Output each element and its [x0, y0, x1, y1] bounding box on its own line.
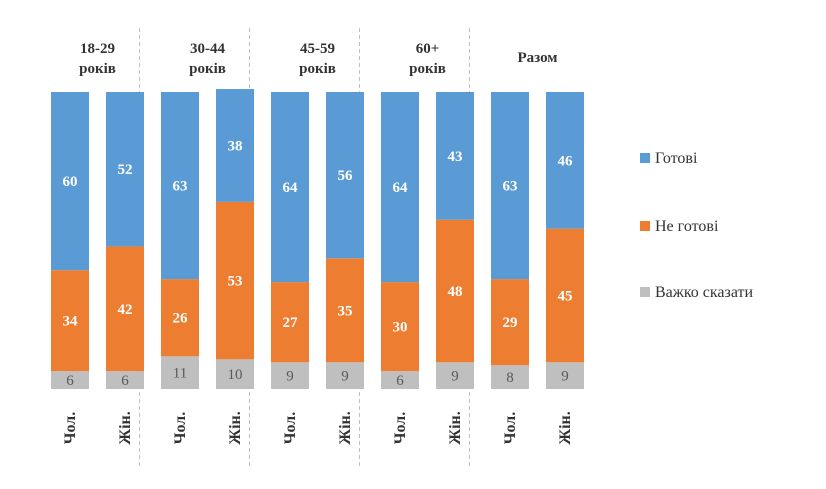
bar-segment: [436, 92, 474, 220]
data-label: 11: [173, 366, 187, 382]
bar-segment: [381, 371, 419, 389]
data-label: 42: [118, 302, 133, 318]
data-label: 38: [228, 138, 243, 154]
bar-segment: [216, 201, 254, 360]
data-label: 9: [451, 369, 459, 385]
group-title: років: [189, 61, 226, 77]
data-label: 63: [503, 179, 518, 195]
data-label: 53: [228, 274, 243, 290]
data-label: 6: [121, 373, 129, 389]
bar-segment: [546, 92, 584, 229]
bar-segment: [271, 282, 309, 363]
data-label: 48: [448, 284, 463, 300]
bar-segment: [161, 92, 199, 280]
group-title: 30-44: [190, 41, 225, 57]
legend-label: Не готові: [655, 218, 719, 235]
legend-label: Важко сказати: [655, 284, 754, 301]
data-label: 29: [503, 315, 518, 331]
data-label: 34: [63, 314, 79, 330]
data-label: 60: [63, 174, 78, 190]
bar-segment: [326, 362, 364, 389]
data-label: 30: [393, 320, 408, 336]
group-title: років: [79, 61, 116, 77]
group-title: років: [409, 61, 446, 77]
data-label: 35: [338, 303, 353, 319]
data-label: 9: [561, 369, 569, 385]
bar-segment: [326, 258, 364, 363]
bar-segment: [491, 365, 529, 389]
group-title: років: [299, 61, 336, 77]
legend-swatch: [640, 221, 650, 231]
group-title: 45-59: [300, 41, 335, 57]
bar-segment: [51, 92, 89, 271]
bar-segment: [161, 279, 199, 357]
legend-swatch: [640, 153, 650, 163]
bar-segment: [51, 270, 89, 372]
data-label: 56: [338, 168, 354, 184]
data-label: 9: [341, 369, 349, 385]
category-label: Жін.: [447, 411, 464, 444]
bar-segment: [216, 359, 254, 389]
data-label: 8: [506, 370, 514, 386]
bar-segment: [161, 356, 199, 389]
bar-segment: [271, 92, 309, 283]
bar-segment: [546, 362, 584, 389]
data-label: 45: [558, 288, 573, 304]
category-label: Жін.: [227, 411, 244, 444]
category-label: Чол.: [392, 412, 409, 445]
data-label: 46: [558, 153, 574, 169]
bar-segment: [216, 89, 254, 202]
bar-segment: [381, 92, 419, 283]
category-label: Чол.: [282, 412, 299, 445]
data-label: 9: [286, 369, 294, 385]
bar-segment: [106, 92, 144, 247]
bar-segment: [546, 228, 584, 363]
group-title: 18-29: [80, 41, 115, 57]
bar-segment: [271, 362, 309, 389]
data-label: 6: [396, 373, 404, 389]
data-label: 64: [283, 180, 299, 196]
bar-segment: [436, 219, 474, 363]
group-title: 60+: [416, 41, 440, 57]
category-label: Жін.: [337, 411, 354, 444]
data-label: 63: [173, 179, 188, 195]
data-label: 27: [283, 315, 299, 331]
category-label: Чол.: [62, 412, 79, 445]
group-title: Разом: [517, 50, 557, 66]
category-label: Чол.: [172, 412, 189, 445]
bar-segment: [326, 92, 364, 259]
bar-segment: [491, 92, 529, 280]
bar-segment: [436, 362, 474, 389]
bar-segment: [51, 371, 89, 389]
data-label: 64: [393, 180, 409, 196]
bar-segment: [491, 279, 529, 366]
data-label: 52: [118, 162, 133, 178]
data-label: 6: [66, 373, 74, 389]
data-label: 26: [173, 311, 189, 327]
bar-segment: [381, 282, 419, 372]
data-label: 43: [448, 149, 463, 165]
category-label: Чол.: [502, 412, 519, 445]
category-label: Жін.: [557, 411, 574, 444]
bar-segment: [106, 371, 144, 389]
bar-segment: [106, 246, 144, 372]
legend-label: Готові: [655, 150, 698, 167]
category-label: Жін.: [117, 411, 134, 444]
data-label: 10: [228, 367, 243, 383]
legend-swatch: [640, 287, 650, 297]
